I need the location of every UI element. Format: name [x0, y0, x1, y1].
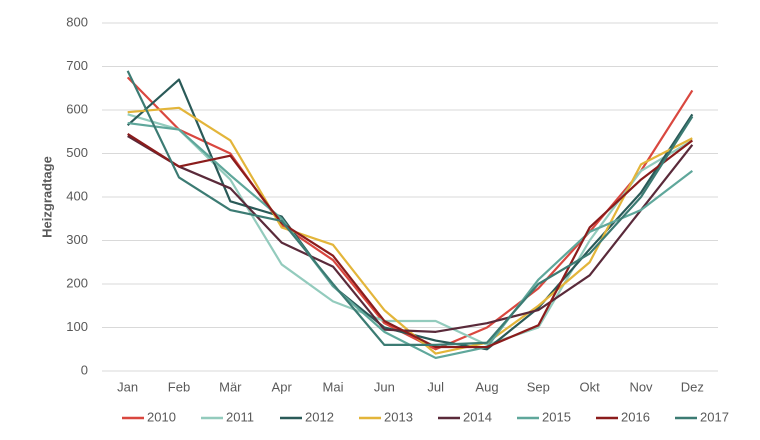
x-tick-label: Jan	[117, 379, 138, 394]
y-tick-label: 0	[81, 362, 88, 377]
x-tick-label: Dez	[681, 379, 704, 394]
x-tick-label: Jun	[374, 379, 395, 394]
y-tick-label: 700	[66, 58, 88, 73]
series-line	[127, 135, 694, 333]
y-tick-label: 300	[66, 232, 88, 247]
legend-label: 2014	[463, 409, 492, 424]
legend-label: 2016	[621, 409, 650, 424]
x-tick-label: Mär	[219, 379, 242, 394]
x-tick-label: Nov	[629, 379, 653, 394]
y-tick-label: 600	[66, 101, 88, 116]
y-tick-label: 500	[66, 145, 88, 160]
x-tick-label: Feb	[168, 379, 190, 394]
legend-label: 2013	[384, 409, 413, 424]
x-tick-label: Aug	[475, 379, 498, 394]
y-axis-label: Heizgradtage	[39, 156, 54, 238]
x-tick-label: Mai	[323, 379, 344, 394]
legend-label: 2015	[542, 409, 571, 424]
x-tick-label: Sep	[527, 379, 550, 394]
x-tick-label: Okt	[580, 379, 601, 394]
legend-label: 2010	[147, 409, 176, 424]
y-tick-label: 100	[66, 319, 88, 334]
series-line	[126, 76, 694, 351]
y-tick-label: 400	[66, 188, 88, 203]
x-tick-label: Apr	[272, 379, 293, 394]
y-tick-label: 800	[66, 14, 88, 29]
series-line	[127, 132, 694, 349]
legend-label: 2017	[700, 409, 729, 424]
series-line	[126, 70, 694, 346]
legend-label: 2011	[226, 409, 254, 424]
legend-label: 2012	[305, 409, 334, 424]
y-tick-label: 200	[66, 275, 88, 290]
x-tick-label: Jul	[427, 379, 444, 394]
